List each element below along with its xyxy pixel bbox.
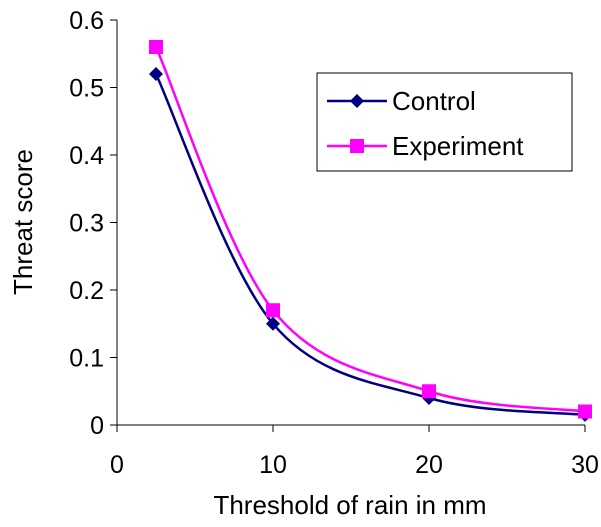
markers-group	[149, 40, 592, 422]
x-tick-label: 0	[110, 451, 124, 479]
series-line-control	[154, 73, 586, 417]
x-tick-label: 30	[571, 451, 599, 479]
ticks: 0 0.1 0.2 0.3 0.4 0.5 0.6 0 10 20 30	[69, 7, 599, 479]
data-point-control	[266, 316, 280, 331]
data-point-control	[149, 67, 163, 81]
x-tick-label: 20	[415, 451, 443, 479]
data-point-experiment	[149, 40, 163, 54]
legend-label-control: Control	[392, 86, 476, 116]
y-tick-label: 0.5	[69, 75, 104, 103]
x-tick-label: 10	[259, 451, 287, 479]
y-tick-label: 0.6	[69, 7, 104, 35]
series-line-experiment	[154, 46, 586, 413]
data-point-experiment	[266, 303, 280, 318]
y-tick-label: 0	[90, 412, 104, 440]
data-point-experiment	[422, 384, 436, 399]
data-point-experiment	[578, 404, 592, 419]
y-tick-label: 0.2	[69, 277, 104, 305]
legend-marker-control	[350, 94, 364, 108]
y-tick-label: 0.3	[69, 210, 104, 238]
legend: Control Experiment	[316, 72, 573, 172]
y-tick-label: 0.4	[69, 142, 104, 170]
y-axis-label: Threat score	[8, 149, 38, 295]
legend-label-experiment: Experiment	[392, 131, 524, 161]
legend-marker-experiment	[350, 139, 364, 153]
legend-box	[316, 72, 573, 172]
y-tick-label: 0.1	[69, 345, 104, 373]
series-group	[154, 46, 586, 417]
x-axis-label: Threshold of rain in mm	[213, 490, 486, 520]
